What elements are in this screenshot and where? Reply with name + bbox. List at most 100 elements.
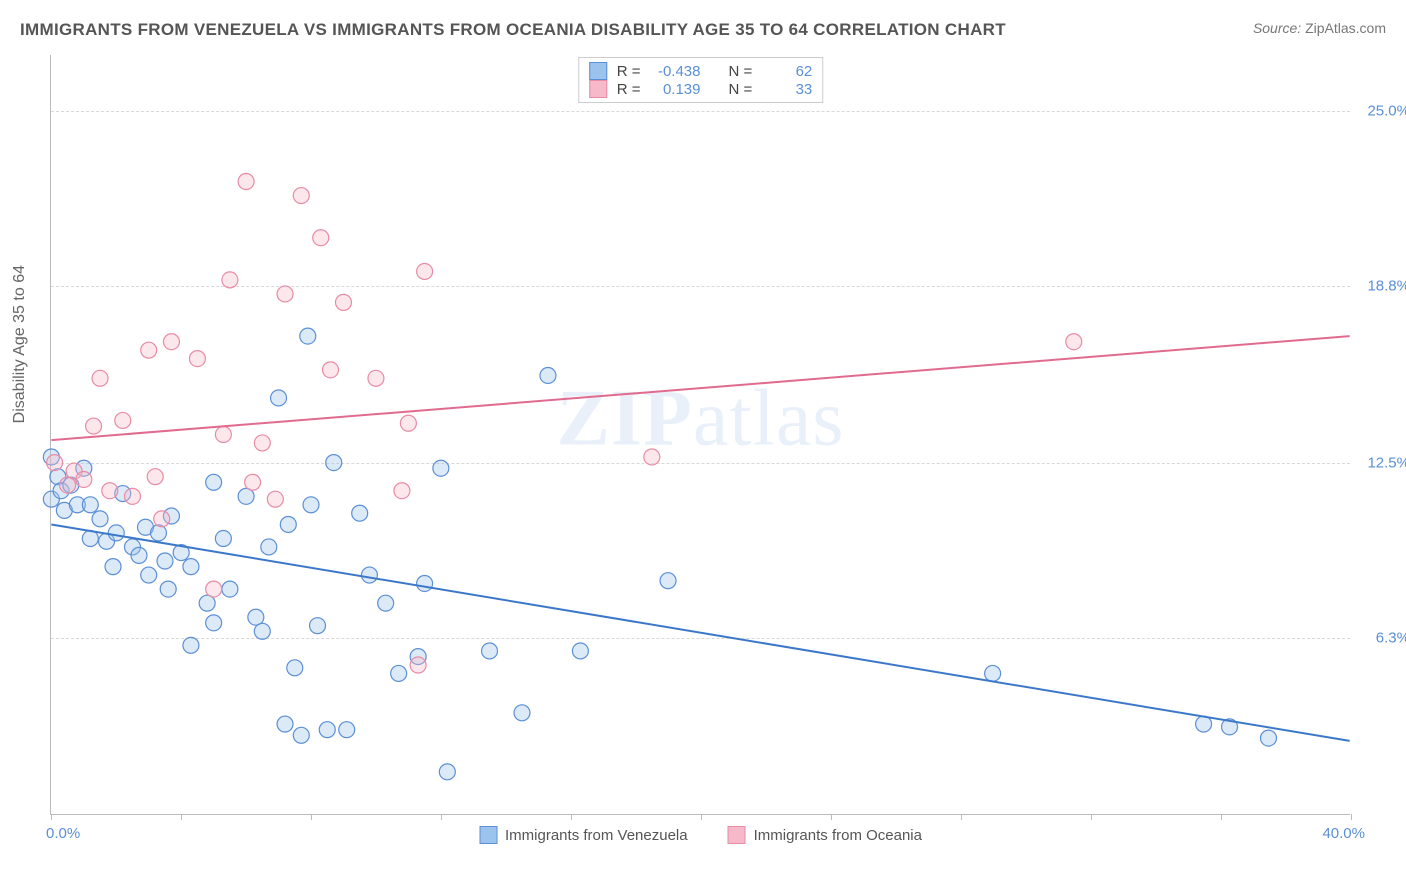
legend-row-oceania: R = 0.139 N = 33 [589, 80, 813, 98]
data-point [319, 722, 335, 738]
x-min-label: 0.0% [46, 825, 80, 842]
r-label: R = [617, 63, 641, 80]
data-point [47, 455, 63, 471]
data-point [150, 525, 166, 541]
data-point [985, 665, 1001, 681]
data-point [254, 623, 270, 639]
r-value-venezuela: -0.438 [649, 63, 701, 80]
x-tick [831, 814, 832, 820]
data-point [482, 643, 498, 659]
series-name-venezuela: Immigrants from Venezuela [505, 827, 688, 844]
data-point [644, 449, 660, 465]
legend-item-venezuela: Immigrants from Venezuela [479, 826, 688, 844]
data-point [439, 764, 455, 780]
x-tick [571, 814, 572, 820]
data-point [271, 390, 287, 406]
data-point [277, 716, 293, 732]
data-point [660, 573, 676, 589]
source-attribution: Source: ZipAtlas.com [1253, 20, 1386, 36]
y-tick-label: 18.8% [1367, 277, 1406, 294]
data-point [102, 483, 118, 499]
data-point [147, 469, 163, 485]
data-point [163, 334, 179, 350]
chart-title: IMMIGRANTS FROM VENEZUELA VS IMMIGRANTS … [20, 20, 1006, 40]
data-point [287, 660, 303, 676]
data-point [410, 657, 426, 673]
data-point [76, 471, 92, 487]
data-point [293, 188, 309, 204]
data-point [400, 415, 416, 431]
data-point [82, 531, 98, 547]
data-point [368, 370, 384, 386]
data-point [238, 174, 254, 190]
data-point [280, 516, 296, 532]
data-point [339, 722, 355, 738]
plot-area: ZIPatlas 6.3%12.5%18.8%25.0% 0.0% 40.0% … [50, 55, 1350, 815]
data-point [206, 615, 222, 631]
n-value-oceania: 33 [760, 81, 812, 98]
data-point [254, 435, 270, 451]
data-point [105, 559, 121, 575]
data-point [391, 665, 407, 681]
x-tick [441, 814, 442, 820]
scatter-overlay [51, 55, 1350, 814]
data-point [352, 505, 368, 521]
data-point [417, 575, 433, 591]
data-point [540, 367, 556, 383]
r-value-oceania: 0.139 [649, 81, 701, 98]
series-name-oceania: Immigrants from Oceania [754, 827, 922, 844]
source-value: ZipAtlas.com [1305, 20, 1386, 36]
data-point [115, 412, 131, 428]
data-point [92, 370, 108, 386]
legend-row-venezuela: R = -0.438 N = 62 [589, 62, 813, 80]
data-point [222, 272, 238, 288]
data-point [514, 705, 530, 721]
n-value-venezuela: 62 [760, 63, 812, 80]
data-point [361, 567, 377, 583]
data-point [326, 455, 342, 471]
x-tick [961, 814, 962, 820]
data-point [322, 362, 338, 378]
correlation-legend: R = -0.438 N = 62 R = 0.139 N = 33 [578, 57, 824, 103]
data-point [82, 497, 98, 513]
y-tick-label: 12.5% [1367, 455, 1406, 472]
data-point [183, 637, 199, 653]
data-point [92, 511, 108, 527]
swatch-venezuela [589, 62, 607, 80]
data-point [245, 474, 261, 490]
x-tick [51, 814, 52, 820]
x-tick [1351, 814, 1352, 820]
data-point [160, 581, 176, 597]
x-tick [701, 814, 702, 820]
data-point [183, 559, 199, 575]
x-tick [181, 814, 182, 820]
x-max-label: 40.0% [1322, 825, 1365, 842]
data-point [572, 643, 588, 659]
y-tick-label: 25.0% [1367, 103, 1406, 120]
data-point [157, 553, 173, 569]
data-point [300, 328, 316, 344]
data-point [335, 294, 351, 310]
data-point [154, 511, 170, 527]
data-point [1261, 730, 1277, 746]
y-axis-label: Disability Age 35 to 64 [11, 265, 29, 423]
data-point [141, 567, 157, 583]
data-point [293, 727, 309, 743]
data-point [261, 539, 277, 555]
y-tick-label: 6.3% [1376, 629, 1406, 646]
data-point [215, 531, 231, 547]
data-point [303, 497, 319, 513]
data-point [310, 618, 326, 634]
n-label: N = [729, 63, 753, 80]
swatch-oceania [589, 80, 607, 98]
data-point [108, 525, 124, 541]
x-tick [1091, 814, 1092, 820]
r-label: R = [617, 81, 641, 98]
trend-line [51, 336, 1349, 440]
data-point [206, 474, 222, 490]
data-point [222, 581, 238, 597]
x-tick [1221, 814, 1222, 820]
x-tick [311, 814, 312, 820]
data-point [141, 342, 157, 358]
data-point [86, 418, 102, 434]
